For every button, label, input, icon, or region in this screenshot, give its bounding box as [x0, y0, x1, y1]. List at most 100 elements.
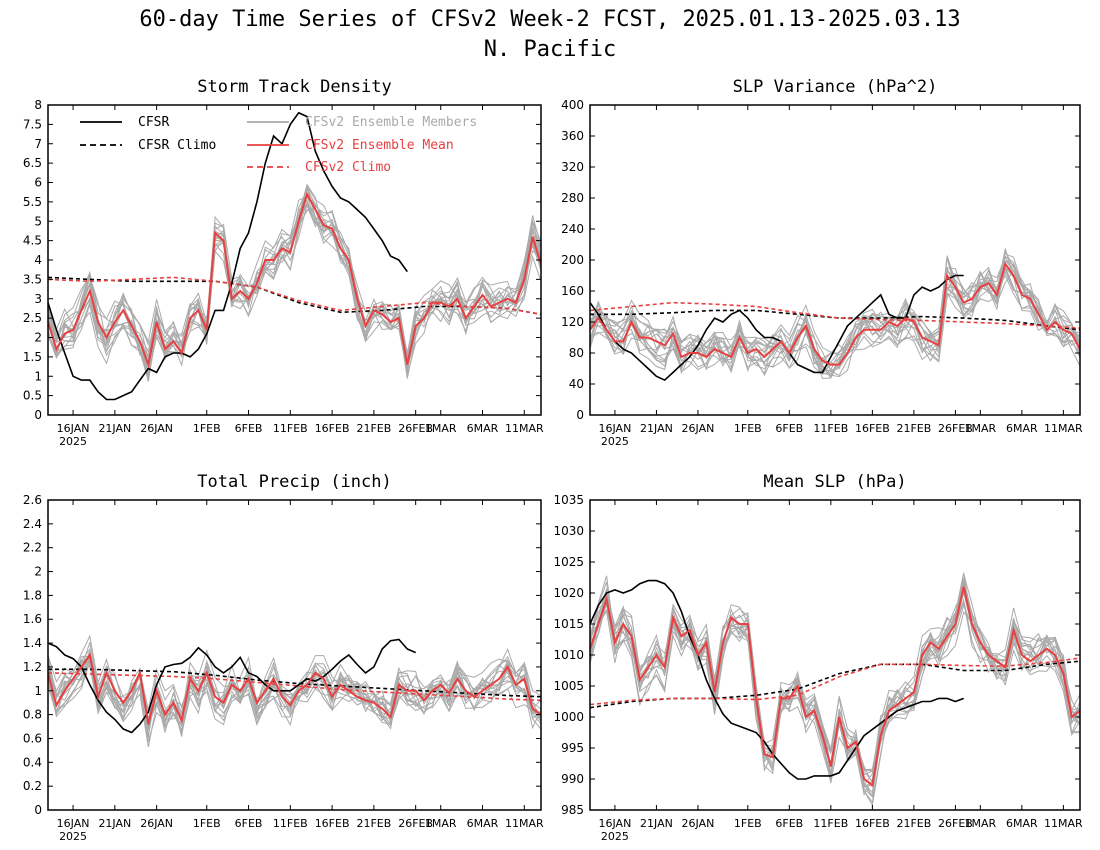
- x-year-label: 2025: [601, 830, 629, 843]
- x-tick-label: 1FEB: [193, 422, 221, 435]
- chart-panels: Storm Track Density 0 0.5 1 1.5 2 2.5 3 3.5 4 4.5 5…: [23, 77, 1083, 843]
- ensemble-member-line: [48, 185, 541, 370]
- ensemble-mean-line: [590, 261, 1080, 366]
- x-tick-label: 21FEB: [356, 422, 391, 435]
- x-tick-label: 26JAN: [682, 817, 715, 830]
- y-tick-label: 0.8: [23, 708, 42, 722]
- x-tick-label: 1FEB: [193, 817, 221, 830]
- y-tick-label: 8: [34, 98, 42, 112]
- cfsr-line: [48, 638, 417, 734]
- ensemble-member-line: [48, 195, 541, 373]
- y-tick-label: 7.5: [23, 117, 42, 131]
- y-tick-label: 0: [34, 408, 42, 422]
- ensemble-member-line: [48, 193, 541, 381]
- x-tick-label: 16FEB: [855, 422, 890, 435]
- x-tick-label: 21JAN: [640, 422, 673, 435]
- plot-frame: [47, 104, 542, 416]
- y-tick-label: 2: [34, 331, 42, 345]
- chart-panel-1: Storm Track Density 0 0.5 1 1.5 2 2.5 3 3.5 4 4.5 5…: [23, 77, 544, 448]
- y-tick-label: 1035: [553, 493, 584, 507]
- y-tick-label: 1025: [553, 555, 584, 569]
- y-tick-label: 160: [561, 284, 584, 298]
- y-tick-label: 280: [561, 191, 584, 205]
- x-tick-label: 21FEB: [896, 817, 931, 830]
- x-year-label: 2025: [59, 435, 87, 448]
- x-tick-label: 11MAR: [505, 422, 544, 435]
- plot-frame: [47, 499, 542, 811]
- x-tick-label: 16FEB: [315, 422, 350, 435]
- x-tick-label: 11MAR: [1044, 817, 1083, 830]
- y-tick-label: 1005: [553, 679, 584, 693]
- x-tick-label: 1FEB: [734, 422, 762, 435]
- x-tick-label: 1FEB: [734, 817, 762, 830]
- ensemble-member-line: [590, 572, 1080, 798]
- y-tick-label: 1: [34, 684, 42, 698]
- chart-panel-2: SLP Variance (hPa^2) 0 40 80 120 160 200 240 280…: [561, 77, 1083, 448]
- ensemble-mean-line: [590, 586, 1080, 787]
- ensemble-member-line: [590, 581, 1080, 804]
- y-tick-label: 5.5: [23, 195, 42, 209]
- x-tick-label: 16JAN: [599, 817, 632, 830]
- ensemble-mean-line: [48, 191, 541, 369]
- panel-title: SLP Variance (hPa^2): [733, 77, 938, 97]
- x-tick-label: 16JAN: [599, 422, 632, 435]
- ensemble-member-line: [48, 184, 541, 361]
- y-tick-label: 80: [569, 346, 584, 360]
- y-tick-label: 240: [561, 222, 584, 236]
- chart-legend: CFSR CFSR Climo CFSv2 Ensemble Members CFSv…: [80, 115, 477, 175]
- y-tick-label: 1030: [553, 524, 584, 538]
- x-tick-label: 6MAR: [467, 422, 499, 435]
- legend-label: CFSR Climo: [138, 138, 216, 153]
- y-tick-label: 1.6: [23, 612, 42, 626]
- x-tick-label: 6MAR: [1006, 422, 1038, 435]
- y-tick-label: 6: [34, 176, 42, 190]
- ensemble-member-line: [48, 199, 541, 365]
- y-tick-label: 4.5: [23, 234, 42, 248]
- y-tick-label: 3.5: [23, 272, 42, 286]
- figure-title: 60-day Time Series of CFSv2 Week-2 FCST,…: [139, 7, 960, 32]
- y-tick-label: 2: [34, 565, 42, 579]
- x-tick-label: 11FEB: [813, 422, 848, 435]
- y-tick-label: 0.2: [23, 779, 42, 793]
- x-tick-label: 1MAR: [425, 817, 457, 830]
- x-year-label: 2025: [59, 830, 87, 843]
- x-tick-label: 21JAN: [640, 817, 673, 830]
- legend-label: CFSv2 Ensemble Mean: [305, 138, 454, 153]
- y-tick-label: 0.6: [23, 731, 42, 745]
- x-tick-label: 6MAR: [1006, 817, 1038, 830]
- x-tick-label: 16JAN: [57, 422, 90, 435]
- x-tick-label: 6FEB: [235, 817, 263, 830]
- x-tick-label: 6FEB: [775, 422, 803, 435]
- y-tick-label: 5: [34, 214, 42, 228]
- x-tick-label: 6FEB: [235, 422, 263, 435]
- y-tick-label: 2.4: [23, 517, 42, 531]
- x-tick-label: 21JAN: [98, 817, 131, 830]
- y-tick-label: 4: [34, 253, 42, 267]
- y-tick-label: 1020: [553, 586, 584, 600]
- x-tick-label: 26FEB: [398, 422, 433, 435]
- x-tick-label: 11MAR: [505, 817, 544, 830]
- y-tick-label: 995: [561, 741, 584, 755]
- y-tick-label: 0: [576, 408, 584, 422]
- legend-label: CFSR: [138, 115, 169, 130]
- chart-panel-4: Mean SLP (hPa) 985 990 995 1000 1005 1010 1015 1…: [553, 472, 1083, 843]
- y-tick-label: 1.4: [23, 636, 42, 650]
- x-tick-label: 26FEB: [938, 817, 973, 830]
- x-tick-label: 16FEB: [315, 817, 350, 830]
- x-tick-label: 6MAR: [467, 817, 499, 830]
- plot-area: [48, 634, 541, 748]
- y-tick-label: 2.2: [23, 541, 42, 555]
- y-tick-label: 7: [34, 137, 42, 151]
- y-tick-label: 40: [569, 377, 584, 391]
- x-tick-label: 21JAN: [98, 422, 131, 435]
- ensemble-member-line: [590, 588, 1080, 798]
- y-tick-label: 1000: [553, 710, 584, 724]
- x-tick-label: 6FEB: [775, 817, 803, 830]
- y-tick-label: 0.4: [23, 755, 42, 769]
- y-tick-label: 1.5: [23, 350, 42, 364]
- y-tick-label: 6.5: [23, 156, 42, 170]
- x-tick-label: 21FEB: [356, 817, 391, 830]
- y-tick-label: 320: [561, 160, 584, 174]
- cfsr-climo-line: [590, 309, 1080, 331]
